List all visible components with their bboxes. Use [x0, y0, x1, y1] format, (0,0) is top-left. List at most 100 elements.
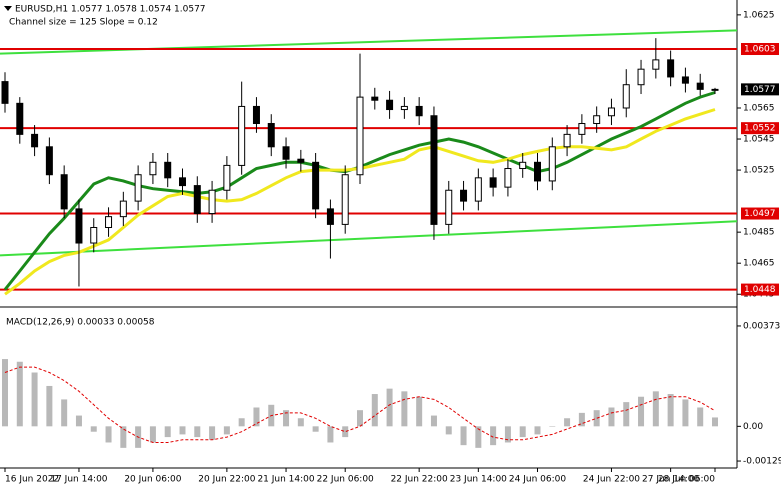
- candle-body: [341, 174, 349, 225]
- candle-body: [489, 177, 497, 188]
- candle-body: [563, 133, 571, 148]
- macd-bar: [475, 426, 482, 448]
- candle-body: [134, 174, 142, 202]
- macd-bar: [593, 410, 600, 427]
- candle-body: [90, 227, 98, 244]
- channel-line: [0, 220, 738, 257]
- chart-subtitle: Channel size = 125 Slope = 0.12: [9, 18, 158, 28]
- macd-bar: [638, 396, 645, 427]
- macd-bar: [31, 372, 38, 427]
- candle-body: [179, 177, 186, 187]
- candle-body: [164, 161, 172, 179]
- x-tick-label: 24 Jun 06:00: [509, 475, 566, 485]
- candle-body: [386, 99, 394, 111]
- level-label: 1.0497: [744, 209, 776, 219]
- macd-title: MACD(12,26,9) 0.00033 0.00058: [6, 318, 155, 328]
- macd-bar: [712, 417, 718, 427]
- candle-body: [238, 105, 246, 166]
- macd-bar: [46, 385, 53, 427]
- x-tick-label: 20 Jun 22:00: [198, 475, 255, 485]
- candle-body: [430, 115, 438, 225]
- candle-body: [297, 158, 305, 163]
- candle-body: [400, 105, 408, 111]
- x-tick-label: 28 Jun 06:00: [658, 475, 715, 485]
- level-label-box: [741, 122, 779, 135]
- macd-bar: [90, 426, 97, 432]
- current-price-label: 1.0577: [744, 85, 776, 95]
- y-tick-label: 1.0545: [743, 135, 775, 145]
- y-tick-label: 1.0485: [743, 228, 775, 238]
- macd-bar: [253, 407, 260, 427]
- macd-bar: [430, 415, 437, 427]
- x-tick-label: 21 Jun 14:00: [257, 475, 314, 485]
- macd-bar: [549, 426, 556, 427]
- macd-y-tick-label: 0.00373: [743, 321, 780, 331]
- chart-title: EURUSD,H1 1.0577 1.0578 1.0574 1.0577: [15, 5, 206, 15]
- x-tick-label: 27 Jun 14:00: [642, 475, 699, 485]
- candle-body: [326, 208, 334, 225]
- current-price-box: [741, 83, 779, 96]
- candle-body: [119, 200, 127, 218]
- candle-body: [637, 68, 645, 86]
- macd-bar: [283, 410, 290, 427]
- macd-y-tick-label: 0.00: [743, 422, 763, 432]
- x-tick-label: 23 Jun 14:00: [450, 475, 507, 485]
- candle-body: [356, 96, 364, 176]
- candle-body: [208, 189, 216, 215]
- candle-body: [45, 146, 53, 176]
- candle-body: [282, 146, 290, 160]
- candle-body: [193, 185, 201, 215]
- macd-bar: [460, 426, 467, 446]
- candle-body: [371, 96, 379, 101]
- macd-bar: [357, 410, 363, 427]
- macd-bar: [105, 426, 112, 443]
- macd-y-tick-label: -0.00129: [743, 457, 781, 467]
- macd-bar: [61, 399, 68, 427]
- macd-bar: [519, 426, 526, 438]
- candle-body: [1, 81, 9, 104]
- candle-body: [60, 174, 68, 210]
- macd-bar: [445, 426, 452, 435]
- macd-bar: [16, 361, 23, 427]
- y-tick-label: 1.0565: [743, 103, 775, 113]
- candle-body: [622, 84, 630, 109]
- y-tick-label: 1.0625: [743, 10, 775, 20]
- candle-body: [105, 216, 113, 229]
- macd-bar: [2, 359, 8, 427]
- candle-body: [519, 161, 527, 170]
- macd-bar: [504, 426, 511, 443]
- x-tick-label: 20 Jun 06:00: [124, 475, 181, 485]
- title-icon: [4, 6, 12, 11]
- candle-body: [667, 59, 675, 78]
- macd-bar: [371, 394, 378, 427]
- candle-body: [312, 161, 320, 210]
- macd-signal: [4, 366, 716, 443]
- candle-body: [548, 146, 556, 182]
- macd-bar: [297, 418, 304, 427]
- macd-bar: [534, 426, 541, 435]
- macd-bar: [179, 426, 186, 435]
- candle-body: [445, 189, 453, 225]
- macd-bar: [75, 415, 82, 427]
- level-label-box: [741, 43, 779, 56]
- candle-body: [149, 161, 157, 176]
- macd-bar: [342, 426, 349, 438]
- candle-body: [31, 133, 39, 148]
- macd-bar: [194, 426, 201, 438]
- macd-bar: [120, 426, 127, 448]
- x-tick-label: 22 Jun 22:00: [391, 475, 448, 485]
- macd-bar: [608, 407, 615, 427]
- macd-bar: [578, 412, 585, 427]
- candle-body: [252, 105, 260, 125]
- y-tick-label: 1.0525: [743, 166, 775, 176]
- macd-bar: [564, 418, 571, 427]
- macd-bar: [652, 391, 659, 427]
- macd-bar: [697, 407, 704, 427]
- candle-body: [267, 123, 275, 148]
- candle-body: [607, 107, 615, 117]
- macd-bar: [667, 394, 674, 427]
- macd-bar: [223, 426, 230, 435]
- x-tick-label: 24 Jun 22:00: [583, 475, 640, 485]
